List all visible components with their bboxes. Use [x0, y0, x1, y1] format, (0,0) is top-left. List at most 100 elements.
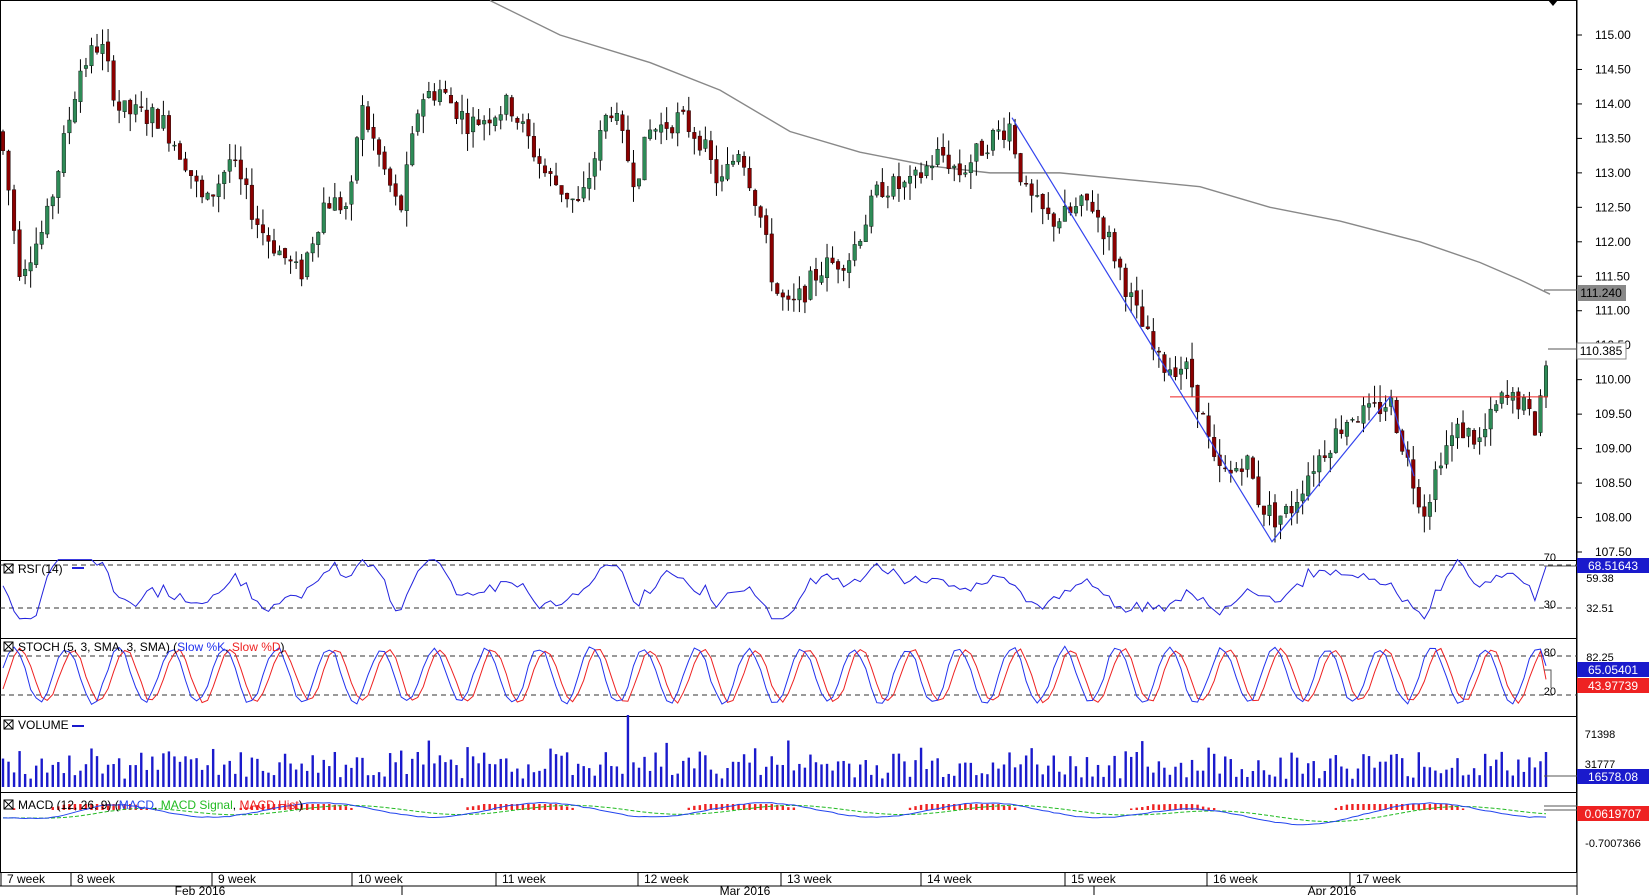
volume-bar — [1002, 764, 1006, 787]
volume-bar — [433, 763, 436, 787]
candle-body — [509, 97, 514, 117]
volume-bar — [720, 778, 724, 787]
macd-signal-line — [3, 804, 1547, 823]
volume-bar — [1428, 767, 1432, 787]
volume-bar — [339, 777, 342, 787]
candle-body — [465, 112, 470, 135]
volume-bar — [1295, 757, 1299, 787]
volume-bar — [383, 776, 386, 787]
volume-bar — [1163, 767, 1166, 787]
volume-bar — [1439, 773, 1443, 787]
candle-body — [968, 162, 973, 173]
volume-bar — [870, 774, 873, 787]
macd-hist-bar — [781, 805, 784, 810]
volume-bar — [792, 770, 796, 787]
candle-body — [1499, 392, 1504, 404]
macd-hist-bar — [759, 804, 762, 810]
candle-body — [100, 44, 105, 54]
stoch-d-value-box — [1577, 678, 1649, 693]
candle-body — [1372, 402, 1377, 404]
volume-bar — [156, 769, 160, 787]
candle-body — [1057, 221, 1062, 229]
volume-bar — [1047, 765, 1050, 787]
volume-bar — [571, 774, 574, 787]
stoch-level-20-label: 20 — [1544, 686, 1556, 698]
volume-bar — [123, 778, 126, 787]
candle-body — [648, 129, 653, 139]
macd-hist-bar — [294, 804, 298, 810]
month-label: Feb 2016 — [175, 884, 226, 895]
volume-bar — [1058, 771, 1061, 787]
candle-body — [863, 224, 868, 242]
macd-hist-bar — [554, 804, 558, 810]
volume-bar — [1257, 760, 1260, 787]
volume-bar — [1124, 751, 1127, 787]
volume-bar — [881, 778, 884, 787]
candle-body — [780, 292, 785, 298]
candle-body — [924, 165, 929, 176]
volume-bar — [709, 769, 713, 787]
week-label: 7 week — [7, 872, 46, 886]
volume-bar — [40, 758, 43, 787]
week-label: 11 week — [502, 872, 547, 886]
volume-bar — [505, 758, 508, 787]
candle-body — [95, 46, 100, 53]
candle-body — [388, 168, 393, 186]
candle-body — [332, 197, 337, 211]
candle-body — [1062, 206, 1067, 222]
price-tick-label: 112.00 — [1595, 235, 1631, 249]
macd-hist-bar — [344, 806, 348, 810]
volume-bar — [1141, 741, 1144, 787]
volume-bar — [1190, 759, 1194, 787]
price-tick-label: 109.00 — [1595, 442, 1632, 456]
volume-bar — [311, 755, 314, 787]
candle-body — [653, 129, 658, 132]
stoch-k-value-box — [1577, 662, 1649, 677]
macd-hist-bar — [1351, 804, 1354, 810]
volume-bar — [427, 740, 431, 787]
candle-body — [819, 275, 824, 283]
candle-body — [935, 148, 940, 165]
candle-body — [979, 140, 984, 156]
macd-hist-bar — [510, 804, 514, 810]
macd-hist-bar — [322, 804, 325, 810]
macd-hist-bar — [488, 804, 491, 810]
candle-body — [1096, 209, 1101, 218]
volume-bar — [73, 775, 77, 787]
volume-bar — [1212, 753, 1216, 787]
candle-body — [61, 133, 66, 174]
macd-hist-bar — [1345, 804, 1349, 810]
macd-hist-bar — [980, 804, 984, 810]
volume-bar — [538, 770, 541, 787]
candle-body — [813, 269, 818, 281]
candle-body — [869, 195, 874, 227]
volume-bar — [1533, 767, 1537, 787]
macd-hist-bar — [95, 804, 99, 810]
volume-bars — [1, 715, 1548, 787]
candle-body — [1311, 471, 1316, 474]
volume-bar — [1384, 761, 1387, 787]
macd-hist-bar — [776, 804, 779, 810]
candle-body — [548, 171, 553, 174]
volume-bar — [1378, 761, 1382, 787]
candle-body — [288, 259, 293, 262]
volume-bar — [1118, 778, 1122, 787]
candle-body — [144, 109, 149, 124]
volume-bar — [1019, 764, 1022, 787]
candle-body — [614, 113, 619, 121]
week-label: 14 week — [927, 872, 973, 886]
candle-body — [448, 95, 453, 104]
volume-bar — [798, 763, 801, 787]
volume-bar — [599, 764, 602, 787]
candle-body — [1289, 506, 1294, 514]
macd-hist-bar — [1395, 804, 1398, 810]
candle-body — [1510, 392, 1515, 401]
candle-body — [1383, 407, 1388, 412]
candle-body — [1433, 469, 1438, 500]
candle-body — [349, 181, 354, 205]
volume-bar — [820, 764, 823, 787]
volume-bar — [106, 764, 110, 787]
macd-hist-bar — [477, 805, 480, 810]
week-label: 13 week — [787, 872, 833, 886]
volume-bar — [1301, 773, 1304, 787]
